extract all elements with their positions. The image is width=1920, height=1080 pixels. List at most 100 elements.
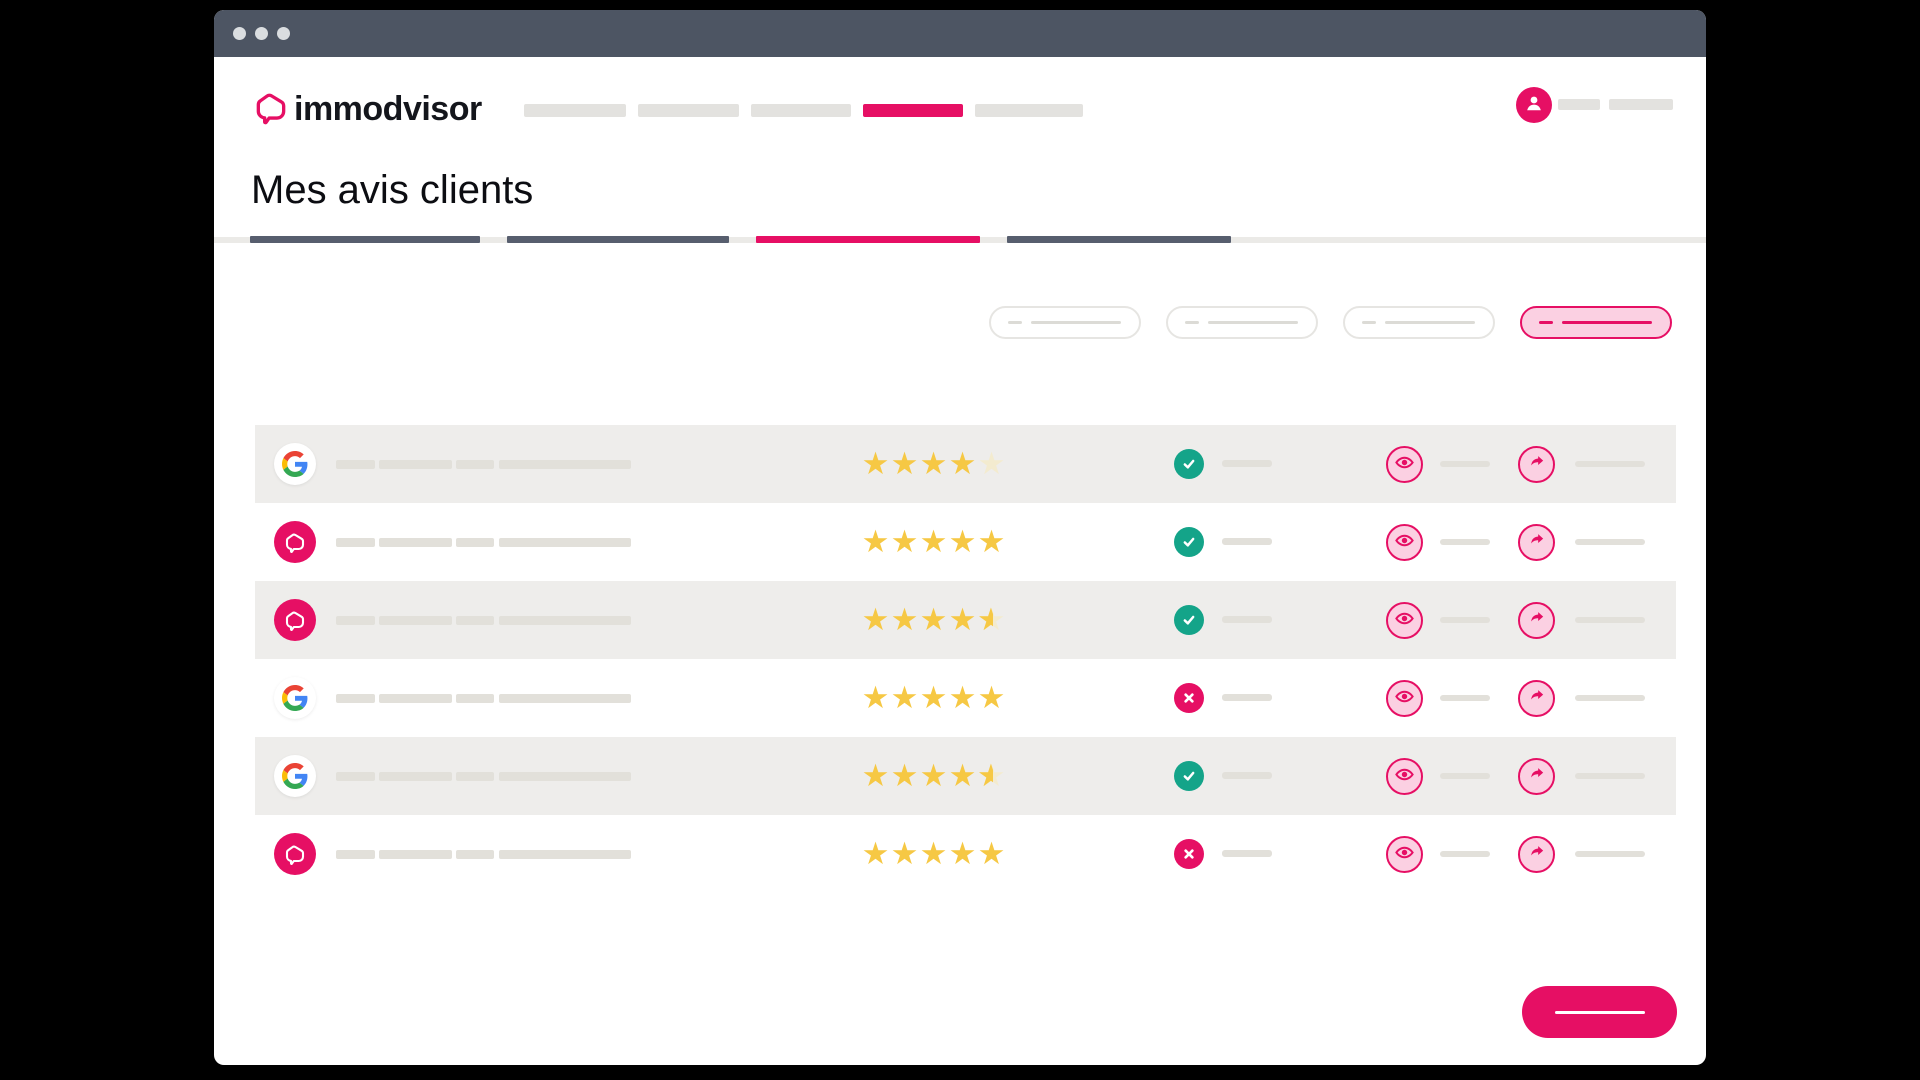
star-icon-full: ★ [919,836,948,872]
pill-dash-placeholder [1008,321,1022,324]
share-review-button[interactable] [1518,602,1555,639]
star-icon-full: ★ [919,680,948,716]
review-row: ★ ★ ★ ★ ★ ★ [255,581,1676,659]
pill-dash-placeholder [1185,321,1199,324]
star-icon-full: ★ [890,602,919,638]
star-icon-full: ★ [948,758,977,794]
star-icon-full: ★ [890,758,919,794]
tab-2[interactable] [507,236,729,243]
review-text-placeholder [336,616,375,625]
share-review-button[interactable] [1518,524,1555,561]
star-icon-full: ★ [861,758,890,794]
page-title: Mes avis clients [251,168,534,212]
eye-icon [1394,842,1415,868]
view-review-button[interactable] [1386,602,1423,639]
nav-item-placeholder-3[interactable] [751,104,851,117]
share-arrow-icon [1527,842,1547,867]
browser-window: immodvisor Mes avis clients ★ ★ ★ ★ ★ ★ ★ ★ ★ ★ … [214,10,1706,1065]
app-logo-text: immodvisor [294,90,482,128]
review-text-placeholder [379,772,452,781]
review-text-placeholder [379,850,452,859]
view-review-button[interactable] [1386,836,1423,873]
user-avatar-icon [1522,91,1546,120]
pill-label-placeholder [1385,321,1475,324]
review-text-placeholder [456,538,494,547]
status-label-placeholder [1222,616,1272,623]
star-icon-full: ★ [948,680,977,716]
star-icon-full: ★ [890,836,919,872]
review-text-placeholder [456,616,494,625]
review-text-placeholder [336,772,375,781]
star-rating: ★ ★ ★ ★ ★ [861,525,1011,559]
status-label-placeholder [1222,694,1272,701]
window-control-dot[interactable] [277,27,290,40]
star-icon-full: ★ [977,680,1006,716]
star-icon-full: ★ [919,446,948,482]
view-review-button[interactable] [1386,524,1423,561]
status-approved-check-icon[interactable] [1174,449,1204,479]
tab-4[interactable] [1007,236,1231,243]
status-approved-check-icon[interactable] [1174,605,1204,635]
immodvisor-bubble-icon [274,521,316,563]
status-label-placeholder [1222,538,1272,545]
view-review-button[interactable] [1386,758,1423,795]
review-row: ★ ★ ★ ★ ★ [255,425,1676,503]
status-rejected-x-icon[interactable] [1174,683,1204,713]
immodvisor-bubble-icon [274,599,316,641]
status-approved-check-icon[interactable] [1174,761,1204,791]
pill-label-placeholder [1562,321,1652,324]
nav-item-placeholder-4-active[interactable] [863,104,963,117]
window-control-dot[interactable] [233,27,246,40]
app-logo[interactable]: immodvisor [252,88,482,131]
google-icon [274,755,316,797]
tab-1[interactable] [250,236,480,243]
star-rating: ★ ★ ★ ★ ★ ★ [861,759,1011,793]
pill-dash-placeholder [1362,321,1376,324]
star-icon-full: ★ [890,524,919,560]
share-label-placeholder [1575,695,1645,701]
share-arrow-icon [1527,530,1547,555]
review-text-placeholder [499,772,631,781]
view-label-placeholder [1440,617,1490,623]
nav-item-placeholder-5[interactable] [975,104,1083,117]
status-label-placeholder [1222,460,1272,467]
share-review-button[interactable] [1518,758,1555,795]
share-review-button[interactable] [1518,446,1555,483]
reviews-table: ★ ★ ★ ★ ★ ★ ★ ★ ★ ★ ★ ★ ★ ★ ★ ★ ★ ★ ★ ★ ★ ★ ★ ★ ★ ★ ★ ★ ★ ★ ★ ★ [255,425,1676,893]
share-label-placeholder [1575,539,1645,545]
window-control-dot[interactable] [255,27,268,40]
view-label-placeholder [1440,773,1490,779]
review-text-placeholder [456,772,494,781]
star-icon-full: ★ [948,446,977,482]
share-review-button[interactable] [1518,680,1555,717]
status-approved-check-icon[interactable] [1174,527,1204,557]
star-icon-full: ★ [919,524,948,560]
tab-3-active[interactable] [756,236,980,243]
review-text-placeholder [379,538,452,547]
filter-pill-4-active[interactable] [1520,306,1672,339]
nav-item-placeholder-1[interactable] [524,104,626,117]
view-review-button[interactable] [1386,680,1423,717]
star-icon-full: ★ [861,524,890,560]
status-rejected-x-icon[interactable] [1174,839,1204,869]
eye-icon [1394,452,1415,478]
filter-pill-2[interactable] [1166,306,1318,339]
share-review-button[interactable] [1518,836,1555,873]
share-label-placeholder [1575,851,1645,857]
review-row: ★ ★ ★ ★ ★ [255,503,1676,581]
immodvisor-bubble-icon [252,88,290,131]
star-icon-full: ★ [977,836,1006,872]
star-icon-full: ★ [948,602,977,638]
user-avatar[interactable] [1516,87,1552,123]
filter-pill-3[interactable] [1343,306,1495,339]
filter-pill-1[interactable] [989,306,1141,339]
view-review-button[interactable] [1386,446,1423,483]
nav-item-placeholder-2[interactable] [638,104,739,117]
star-icon-full: ★ [948,836,977,872]
star-icon-full: ★ [977,524,1006,560]
star-icon-full: ★ [861,446,890,482]
primary-cta-button[interactable] [1522,986,1677,1038]
review-text-placeholder [336,694,375,703]
share-arrow-icon [1527,452,1547,477]
user-menu-placeholder-2 [1609,99,1673,110]
